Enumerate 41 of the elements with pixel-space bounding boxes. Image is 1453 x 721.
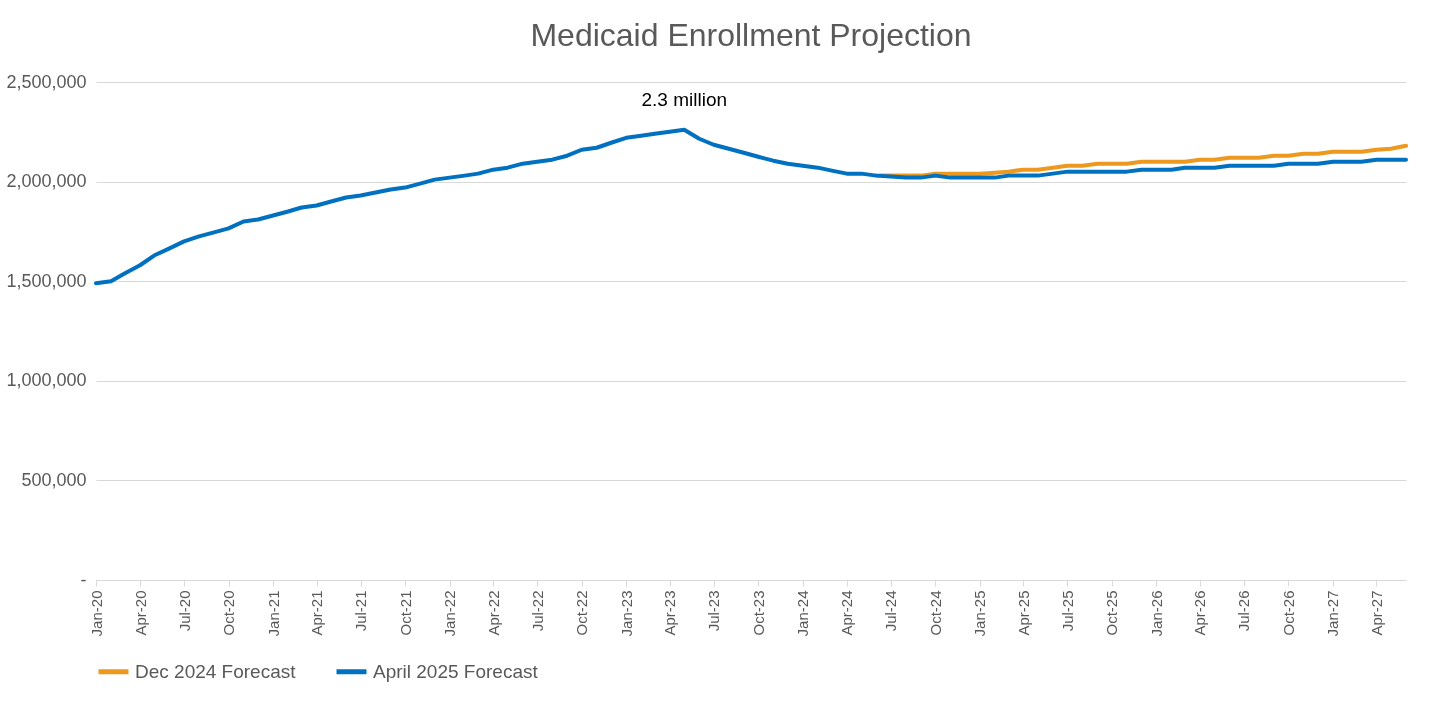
x-tick-label: Apr-20 xyxy=(131,590,149,636)
x-tick-label: Jul-25 xyxy=(1058,590,1076,632)
chart-title: Medicaid Enrollment Projection xyxy=(530,17,972,53)
x-tick-label: Jul-20 xyxy=(175,590,193,632)
x-tick-label: Jan-27 xyxy=(1324,590,1342,637)
x-tick-label: Apr-22 xyxy=(484,590,502,636)
legend-label: Dec 2024 Forecast xyxy=(135,660,297,682)
x-tick-label: Apr-21 xyxy=(308,590,326,636)
x-tick-label: Oct-24 xyxy=(926,590,944,636)
x-tick-label: Apr-23 xyxy=(661,590,679,636)
x-tick-label: Jan-26 xyxy=(1147,590,1165,637)
x-tick-label: Jul-26 xyxy=(1235,590,1253,632)
y-tick-label: 2,000,000 xyxy=(6,171,87,192)
x-tick-label: Apr-24 xyxy=(838,590,856,636)
x-tick-label: Jan-21 xyxy=(264,590,282,637)
y-tick-label: 2,500,000 xyxy=(6,71,87,92)
line-series xyxy=(94,127,1408,286)
x-tick-label: Apr-26 xyxy=(1191,590,1209,636)
y-tick-label: 1,000,000 xyxy=(6,370,87,391)
annotation: 2.3 million xyxy=(641,88,728,110)
x-tick-label: Jul-24 xyxy=(882,590,900,632)
x-tick-label: Oct-20 xyxy=(220,590,238,636)
x-tick-label: Apr-25 xyxy=(1014,590,1032,636)
x-tick-label: Oct-22 xyxy=(573,590,591,636)
x-tick-label: Oct-23 xyxy=(749,590,767,636)
x-tick-label: Jul-22 xyxy=(528,590,546,632)
x-tick-label: Apr-27 xyxy=(1367,590,1385,636)
x-tick-label: Jul-23 xyxy=(705,590,723,632)
y-tick-label: 500,000 xyxy=(21,469,87,490)
y-tick-label: 1,500,000 xyxy=(6,270,87,291)
legend-label: April 2025 Forecast xyxy=(373,660,539,682)
x-tick-label: Jul-21 xyxy=(352,590,370,632)
x-tick-label: Oct-26 xyxy=(1279,590,1297,636)
x-tick-label: Jan-25 xyxy=(971,590,989,637)
x-tick-label: Oct-21 xyxy=(396,590,414,636)
y-tick-label: - xyxy=(80,569,87,590)
x-tick-label: Jan-22 xyxy=(441,590,459,637)
x-tick-label: Jan-24 xyxy=(794,590,812,637)
x-tick-label: Jan-23 xyxy=(617,590,635,637)
x-tick-label: Oct-25 xyxy=(1103,590,1121,636)
x-tick-label: Jan-20 xyxy=(87,590,105,637)
